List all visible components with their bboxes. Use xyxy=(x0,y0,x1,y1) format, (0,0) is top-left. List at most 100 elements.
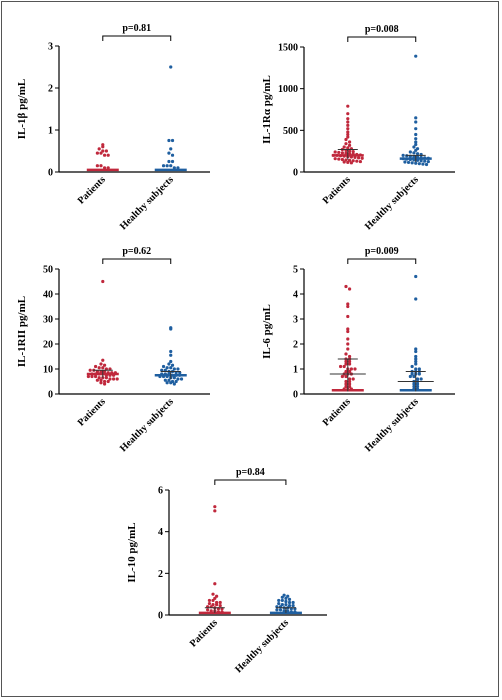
data-point xyxy=(337,150,341,155)
y-tick-label: 20 xyxy=(43,340,53,351)
data-point xyxy=(344,142,348,146)
data-point xyxy=(338,364,343,369)
y-tick-label: 2 xyxy=(293,340,298,351)
data-point xyxy=(414,132,418,137)
data-point xyxy=(346,347,350,351)
data-point xyxy=(414,297,418,301)
data-point xyxy=(88,368,92,372)
data-point xyxy=(403,160,407,164)
data-point xyxy=(163,378,167,382)
data-point xyxy=(282,609,286,613)
data-point xyxy=(291,600,295,605)
significance-bracket xyxy=(347,36,417,42)
data-point xyxy=(346,304,350,309)
data-point xyxy=(346,123,350,127)
data-point xyxy=(106,153,110,157)
series-patients xyxy=(329,284,366,392)
data-point xyxy=(284,599,288,604)
data-point xyxy=(179,377,184,381)
data-point xyxy=(169,65,173,69)
data-point xyxy=(344,352,348,356)
data-point xyxy=(349,367,353,371)
data-point xyxy=(176,367,180,371)
data-point xyxy=(417,162,421,166)
data-point xyxy=(291,604,295,608)
data-point xyxy=(355,159,359,163)
data-point xyxy=(106,166,110,170)
data-point xyxy=(161,164,166,168)
p-value: p=0.84 xyxy=(236,467,265,478)
data-point xyxy=(169,349,173,354)
x-category-label: Patients xyxy=(321,396,353,428)
p-value: p=0.81 xyxy=(122,23,151,34)
data-point xyxy=(277,601,281,606)
data-point xyxy=(346,302,350,306)
data-point xyxy=(165,381,169,385)
data-point xyxy=(115,377,119,381)
data-point xyxy=(169,359,173,364)
significance-bracket xyxy=(102,35,172,41)
y-tick-label: 500 xyxy=(283,126,298,137)
data-point xyxy=(415,382,420,386)
series-patients xyxy=(331,104,364,165)
data-point xyxy=(213,596,217,600)
data-point xyxy=(207,601,212,606)
data-point xyxy=(169,353,173,357)
data-point xyxy=(346,314,350,319)
data-point xyxy=(414,367,418,371)
data-point xyxy=(344,158,348,162)
data-point xyxy=(102,382,107,386)
y-tick-label: 4 xyxy=(158,527,163,538)
data-point xyxy=(215,602,219,607)
y-axis-label: IL-1Rα pg/mL xyxy=(261,75,273,144)
data-point xyxy=(102,379,107,384)
series-patients xyxy=(198,505,231,615)
data-point xyxy=(346,132,350,137)
data-point xyxy=(346,127,350,131)
data-point xyxy=(97,147,101,151)
data-point xyxy=(102,363,107,367)
data-point xyxy=(287,597,292,601)
data-point xyxy=(167,362,171,366)
data-point xyxy=(101,279,105,284)
x-category-label: Healthy subjects xyxy=(118,174,176,232)
y-tick-label: 0 xyxy=(48,390,53,401)
series-patients xyxy=(86,143,119,172)
y-axis-label: IL-1RII pg/mL xyxy=(16,296,28,367)
data-point xyxy=(344,359,348,364)
data-point xyxy=(169,327,173,331)
data-point xyxy=(415,152,420,156)
data-point xyxy=(346,342,350,346)
y-tick-label: 2 xyxy=(158,569,163,580)
data-point xyxy=(170,138,175,143)
data-point xyxy=(408,374,412,379)
data-point xyxy=(213,582,217,586)
data-point xyxy=(211,602,215,607)
x-category-label: Patients xyxy=(321,174,353,206)
data-point xyxy=(277,598,281,603)
data-point xyxy=(347,369,352,374)
x-category-label: Healthy subjects xyxy=(233,617,291,675)
data-point xyxy=(414,116,418,120)
data-point xyxy=(165,366,169,370)
data-point xyxy=(337,157,341,161)
x-category-label: Healthy subjects xyxy=(118,396,176,454)
data-point xyxy=(211,592,215,596)
y-tick-label: 0 xyxy=(293,390,298,401)
data-point xyxy=(333,150,337,154)
data-point xyxy=(213,505,217,509)
data-point xyxy=(172,367,176,371)
y-axis-label: IL-10 pg/mL xyxy=(126,522,138,582)
y-tick-label: 30 xyxy=(43,315,53,326)
data-point xyxy=(408,150,412,154)
data-point xyxy=(95,378,99,382)
y-tick-label: 0 xyxy=(158,611,163,622)
data-point xyxy=(414,54,418,58)
data-point xyxy=(161,364,166,369)
data-point xyxy=(414,120,418,124)
data-point xyxy=(419,159,423,163)
panel-3: 0 10 20 30 40 50 IL-1RII pg/mL Patients Healthy … xyxy=(16,246,210,454)
data-point xyxy=(99,381,103,385)
data-point xyxy=(344,369,348,374)
data-point xyxy=(108,377,112,381)
